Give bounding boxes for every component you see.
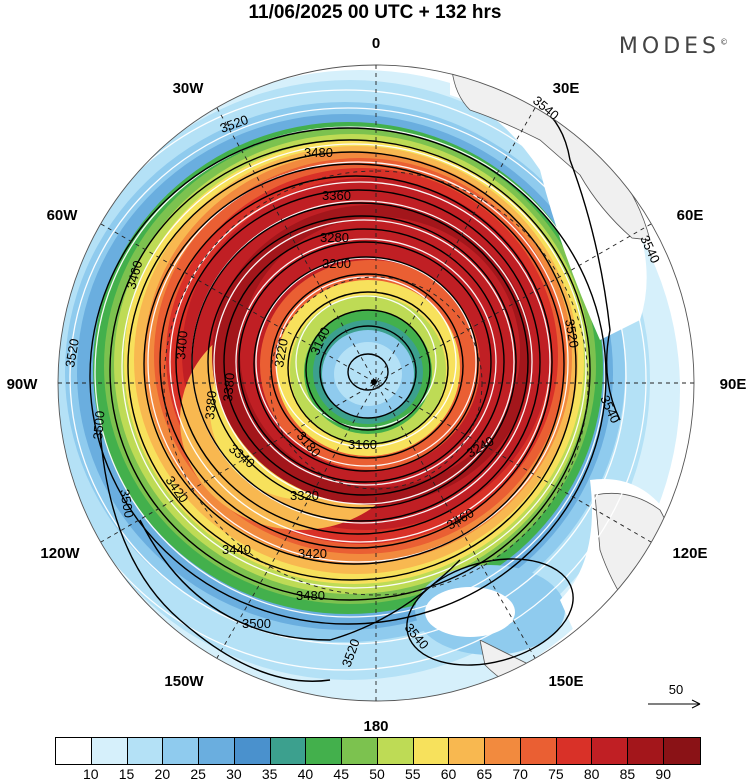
reference-vector: 50 (646, 682, 706, 712)
contour-label: 3500 (117, 488, 137, 519)
contour-label: 3400 (173, 330, 190, 360)
colorbar-swatch (270, 738, 307, 764)
lon-label-30e: 30E (553, 80, 580, 97)
lon-label-150e: 150E (548, 673, 583, 690)
colorbar-tick-label: 85 (619, 766, 636, 782)
colorbar-swatch (664, 738, 700, 764)
colorbar-swatch (56, 738, 92, 764)
contour-label: 3520 (562, 318, 582, 349)
contour-label: 3500 (90, 410, 107, 440)
lon-label-120w: 120W (40, 545, 80, 562)
contour-label: 3360 (322, 188, 351, 203)
contour-label: 3480 (304, 145, 333, 160)
contour-label: 3160 (348, 437, 377, 452)
contour-label: 3440 (222, 542, 251, 557)
graticule (57, 64, 695, 702)
wind-streamlines (58, 89, 647, 671)
colorbar-tick-label: 20 (154, 766, 171, 782)
colorbar-tick-label: 50 (369, 766, 385, 782)
colorbar-tick-label: 10 (82, 766, 99, 782)
colorbar-tick-label: 45 (333, 766, 350, 782)
lon-label-90e: 90E (720, 376, 747, 393)
colorbar-swatch (127, 738, 164, 764)
lon-label-120e: 120E (672, 545, 707, 562)
colorbar-tick-label: 70 (512, 766, 528, 782)
colorbar-swatch (485, 738, 521, 764)
contour-label: 3420 (298, 546, 327, 561)
colorbar-tick-label: 30 (226, 766, 242, 782)
height-contours (89, 89, 621, 682)
contour-label: 3220 (271, 337, 291, 368)
colorbar-tick-label: 65 (476, 766, 493, 782)
colorbar-swatch (520, 738, 557, 764)
lon-label-90w: 90W (7, 376, 39, 393)
colorbar-swatch (342, 738, 378, 764)
wind-speed-colorbar (55, 737, 701, 765)
colorbar-swatch (306, 738, 343, 764)
colorbar-swatch (556, 738, 593, 764)
colorbar-swatch (377, 738, 414, 764)
colorbar-swatch (234, 738, 271, 764)
contour-label: 3500 (242, 616, 271, 631)
lon-label-60w: 60W (47, 207, 79, 224)
colorbar-tick-label: 40 (297, 766, 314, 782)
pole-marker (371, 379, 377, 385)
contour-label: 3480 (296, 588, 325, 603)
contour-label: 3380 (220, 372, 237, 402)
longitude-labels: 0 30E 60E 90E 120E 150E 180 150W 120W 90… (7, 35, 747, 735)
contour-labels: 3540 3540 3540 3520 3520 3500 3500 3480 … (62, 93, 663, 669)
contour-label: 3320 (290, 488, 319, 503)
colorbar-swatch (91, 738, 128, 764)
lon-label-30w: 30W (173, 80, 205, 97)
colorbar-swatch (413, 738, 450, 764)
contour-label: 3380 (202, 390, 219, 420)
colorbar-tick-label: 90 (655, 766, 672, 782)
brand-text: MODES (618, 34, 720, 59)
colorbar-tick-label: 55 (404, 766, 421, 782)
colorbar-tick-label: 35 (261, 766, 278, 782)
colorbar-tick-label: 15 (118, 766, 135, 782)
modes-logo: MODES© (619, 34, 728, 59)
brand-mark: © (720, 37, 728, 47)
colorbar-tick-label: 60 (440, 766, 457, 782)
contour-label: 3280 (320, 230, 349, 245)
lon-label-0: 0 (372, 35, 380, 52)
colorbar-tick-label: 75 (548, 766, 564, 782)
contour-label: 3200 (322, 256, 351, 271)
lon-label-60e: 60E (677, 207, 704, 224)
reference-arrow-icon (648, 699, 701, 709)
colorbar-tick-label: 25 (190, 766, 206, 782)
lon-label-180: 180 (363, 718, 388, 735)
contour-label: 3520 (62, 337, 82, 368)
contour-label: 3460 (123, 259, 145, 291)
colorbar-swatch (163, 738, 200, 764)
colorbar-swatch (199, 738, 235, 764)
colorbar-swatch (628, 738, 665, 764)
colorbar-labels: 10 15 20 25 30 35 40 45 50 55 60 65 70 75 80 85 90 (55, 766, 699, 782)
map-title: 11/06/2025 00 UTC + 132 hrs (248, 2, 502, 23)
colorbar-swatch (449, 738, 486, 764)
colorbar-tick-label: 80 (583, 766, 600, 782)
colorbar-swatch (592, 738, 629, 764)
lon-label-150w: 150W (164, 673, 204, 690)
reference-vector-label: 50 (668, 682, 684, 697)
